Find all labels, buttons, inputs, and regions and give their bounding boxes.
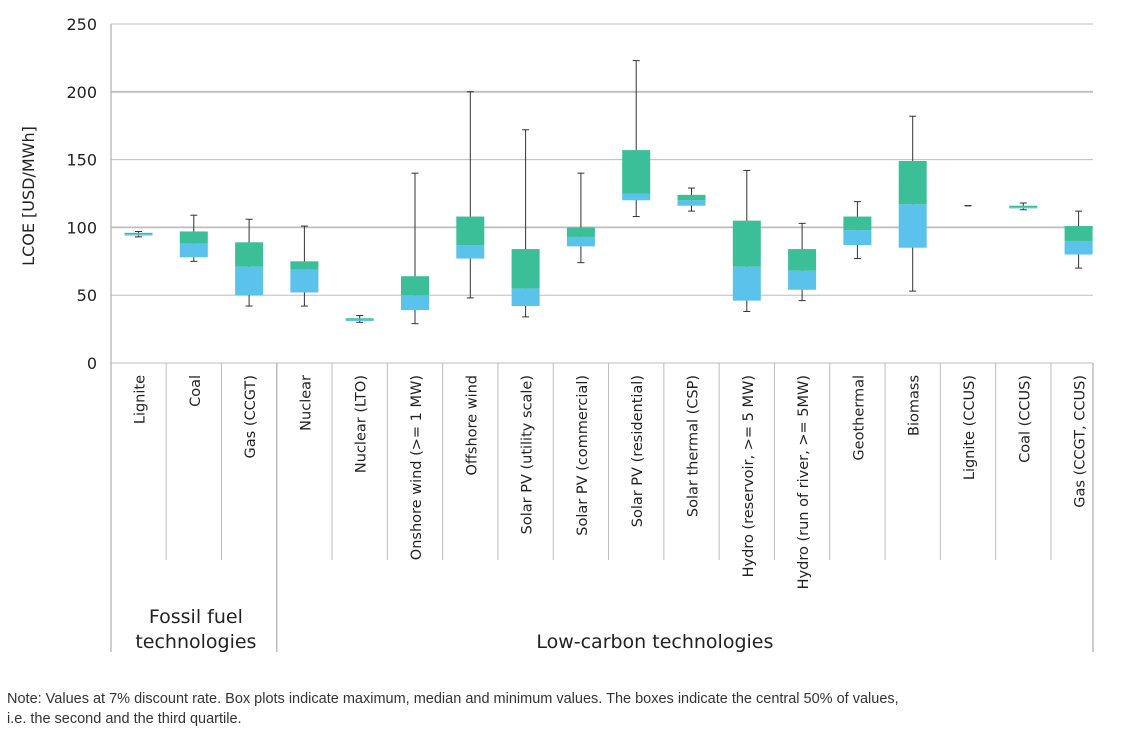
box-lower-quartile xyxy=(1009,207,1038,209)
box-lower-quartile xyxy=(511,288,540,307)
box-upper-quartile xyxy=(1009,205,1038,208)
x-category-label: Geothermal xyxy=(851,375,867,461)
box-lower-quartile xyxy=(1064,240,1093,255)
box-lower-quartile xyxy=(788,270,817,290)
box-13 xyxy=(843,201,872,260)
box-upper-quartile xyxy=(898,160,927,205)
box-upper-quartile xyxy=(788,249,817,271)
box-lower-quartile xyxy=(843,230,872,246)
x-category-label: Lignite xyxy=(133,375,149,424)
x-category-label: Hydro (reservoir, >= 5 MW) xyxy=(741,375,757,577)
box-lower-quartile xyxy=(401,295,429,311)
group-labels: Fossil fuel technologies Low-carbon techno… xyxy=(135,606,773,653)
group-label-low-carbon: Low-carbon technologies xyxy=(536,631,773,653)
box-upper-quartile xyxy=(511,249,540,289)
x-category-label: Gas (CCGT, CCUS) xyxy=(1073,375,1089,508)
x-category-label: Gas (CCGT) xyxy=(243,375,259,458)
y-axis-label: LCOE [USD/MWh] xyxy=(19,126,38,266)
grid-layer xyxy=(111,23,1093,364)
category-frame xyxy=(110,24,1094,652)
y-tick-label: 250 xyxy=(66,15,97,34)
x-category-label: Coal xyxy=(188,375,204,407)
box-3 xyxy=(290,225,319,307)
x-category-label: Offshore wind xyxy=(464,375,480,475)
box-upper-quartile xyxy=(732,220,761,267)
box-6 xyxy=(456,91,485,299)
x-category-label: Solar PV (residential) xyxy=(630,375,646,527)
x-category-label: Solar thermal (CSP) xyxy=(686,375,702,517)
box-upper-quartile xyxy=(124,232,153,235)
box-2 xyxy=(235,218,264,307)
box-lower-quartile xyxy=(179,243,208,258)
box-upper-quartile xyxy=(566,227,595,237)
box-16 xyxy=(1009,202,1038,211)
box-lower-quartile xyxy=(898,204,927,248)
y-tick-label: 50 xyxy=(77,286,97,305)
y-tick-label: 150 xyxy=(66,151,97,170)
box-upper-quartile xyxy=(677,194,706,201)
box-lower-quartile xyxy=(290,269,319,293)
group-label-fossil-line2: technologies xyxy=(135,631,256,653)
box-14 xyxy=(898,115,927,292)
box-4 xyxy=(345,315,374,323)
x-category-label: Nuclear (LTO) xyxy=(354,375,370,473)
x-category-label: Nuclear xyxy=(298,375,314,431)
box-upper-quartile xyxy=(456,216,485,246)
box-8 xyxy=(566,172,595,264)
box-9 xyxy=(622,60,651,218)
box-upper-quartile xyxy=(345,318,374,320)
note-line-2: i.e. the second and the third quartile. xyxy=(7,711,242,727)
y-axis-ticks: 0 50 100 150 200 250 xyxy=(66,15,97,373)
y-tick-label: 200 xyxy=(66,83,97,102)
x-category-label: Lignite (CCUS) xyxy=(962,375,978,480)
box-upper-quartile xyxy=(1064,226,1093,241)
box-lower-quartile xyxy=(732,266,761,301)
x-axis-category-labels: Lignite Coal Gas (CCGT) Nuclear Nuclear (LTO… xyxy=(133,375,1089,589)
box-upper-quartile xyxy=(622,150,651,194)
y-tick-label: 100 xyxy=(66,218,97,237)
box-lower-quartile xyxy=(124,234,153,236)
x-category-label: Coal (CCUS) xyxy=(1017,375,1033,463)
box-1 xyxy=(179,214,208,262)
box-layer xyxy=(124,60,1093,325)
x-category-label: Hydro (run of river, >= 5MW) xyxy=(796,375,812,589)
box-lower-quartile xyxy=(622,193,651,201)
box-upper-quartile xyxy=(843,216,872,231)
chart-note: Note: Values at 7% discount rate. Box pl… xyxy=(7,689,1122,729)
box-10 xyxy=(677,187,706,212)
box-12 xyxy=(788,222,817,302)
box-11 xyxy=(732,169,761,312)
box-lower-quartile xyxy=(456,245,485,259)
box-17 xyxy=(1064,210,1093,269)
x-category-label: Solar PV (commercial) xyxy=(575,375,591,536)
x-category-label: Solar PV (utility scale) xyxy=(520,375,536,534)
box-7 xyxy=(511,129,540,318)
box-lower-quartile xyxy=(345,319,374,321)
lcoe-boxplot-chart: 0 50 100 150 200 250 LCOE [USD/MWh] Lignite Co… xyxy=(19,15,1094,653)
x-category-label: Biomass xyxy=(907,375,923,436)
box-upper-quartile xyxy=(235,242,264,267)
y-tick-label: 0 xyxy=(87,354,97,373)
box-upper-quartile xyxy=(290,261,319,270)
box-lower-quartile xyxy=(235,266,264,296)
box-upper-quartile xyxy=(179,231,208,244)
note-line-1: Note: Values at 7% discount rate. Box pl… xyxy=(7,691,899,707)
box-5 xyxy=(401,172,429,325)
box-0 xyxy=(124,230,153,238)
x-category-label: Onshore wind (>= 1 MW) xyxy=(409,375,425,560)
group-label-fossil-line1: Fossil fuel xyxy=(149,606,243,628)
box-upper-quartile xyxy=(401,276,429,296)
box-lower-quartile xyxy=(677,200,706,206)
box-lower-quartile xyxy=(566,236,595,247)
